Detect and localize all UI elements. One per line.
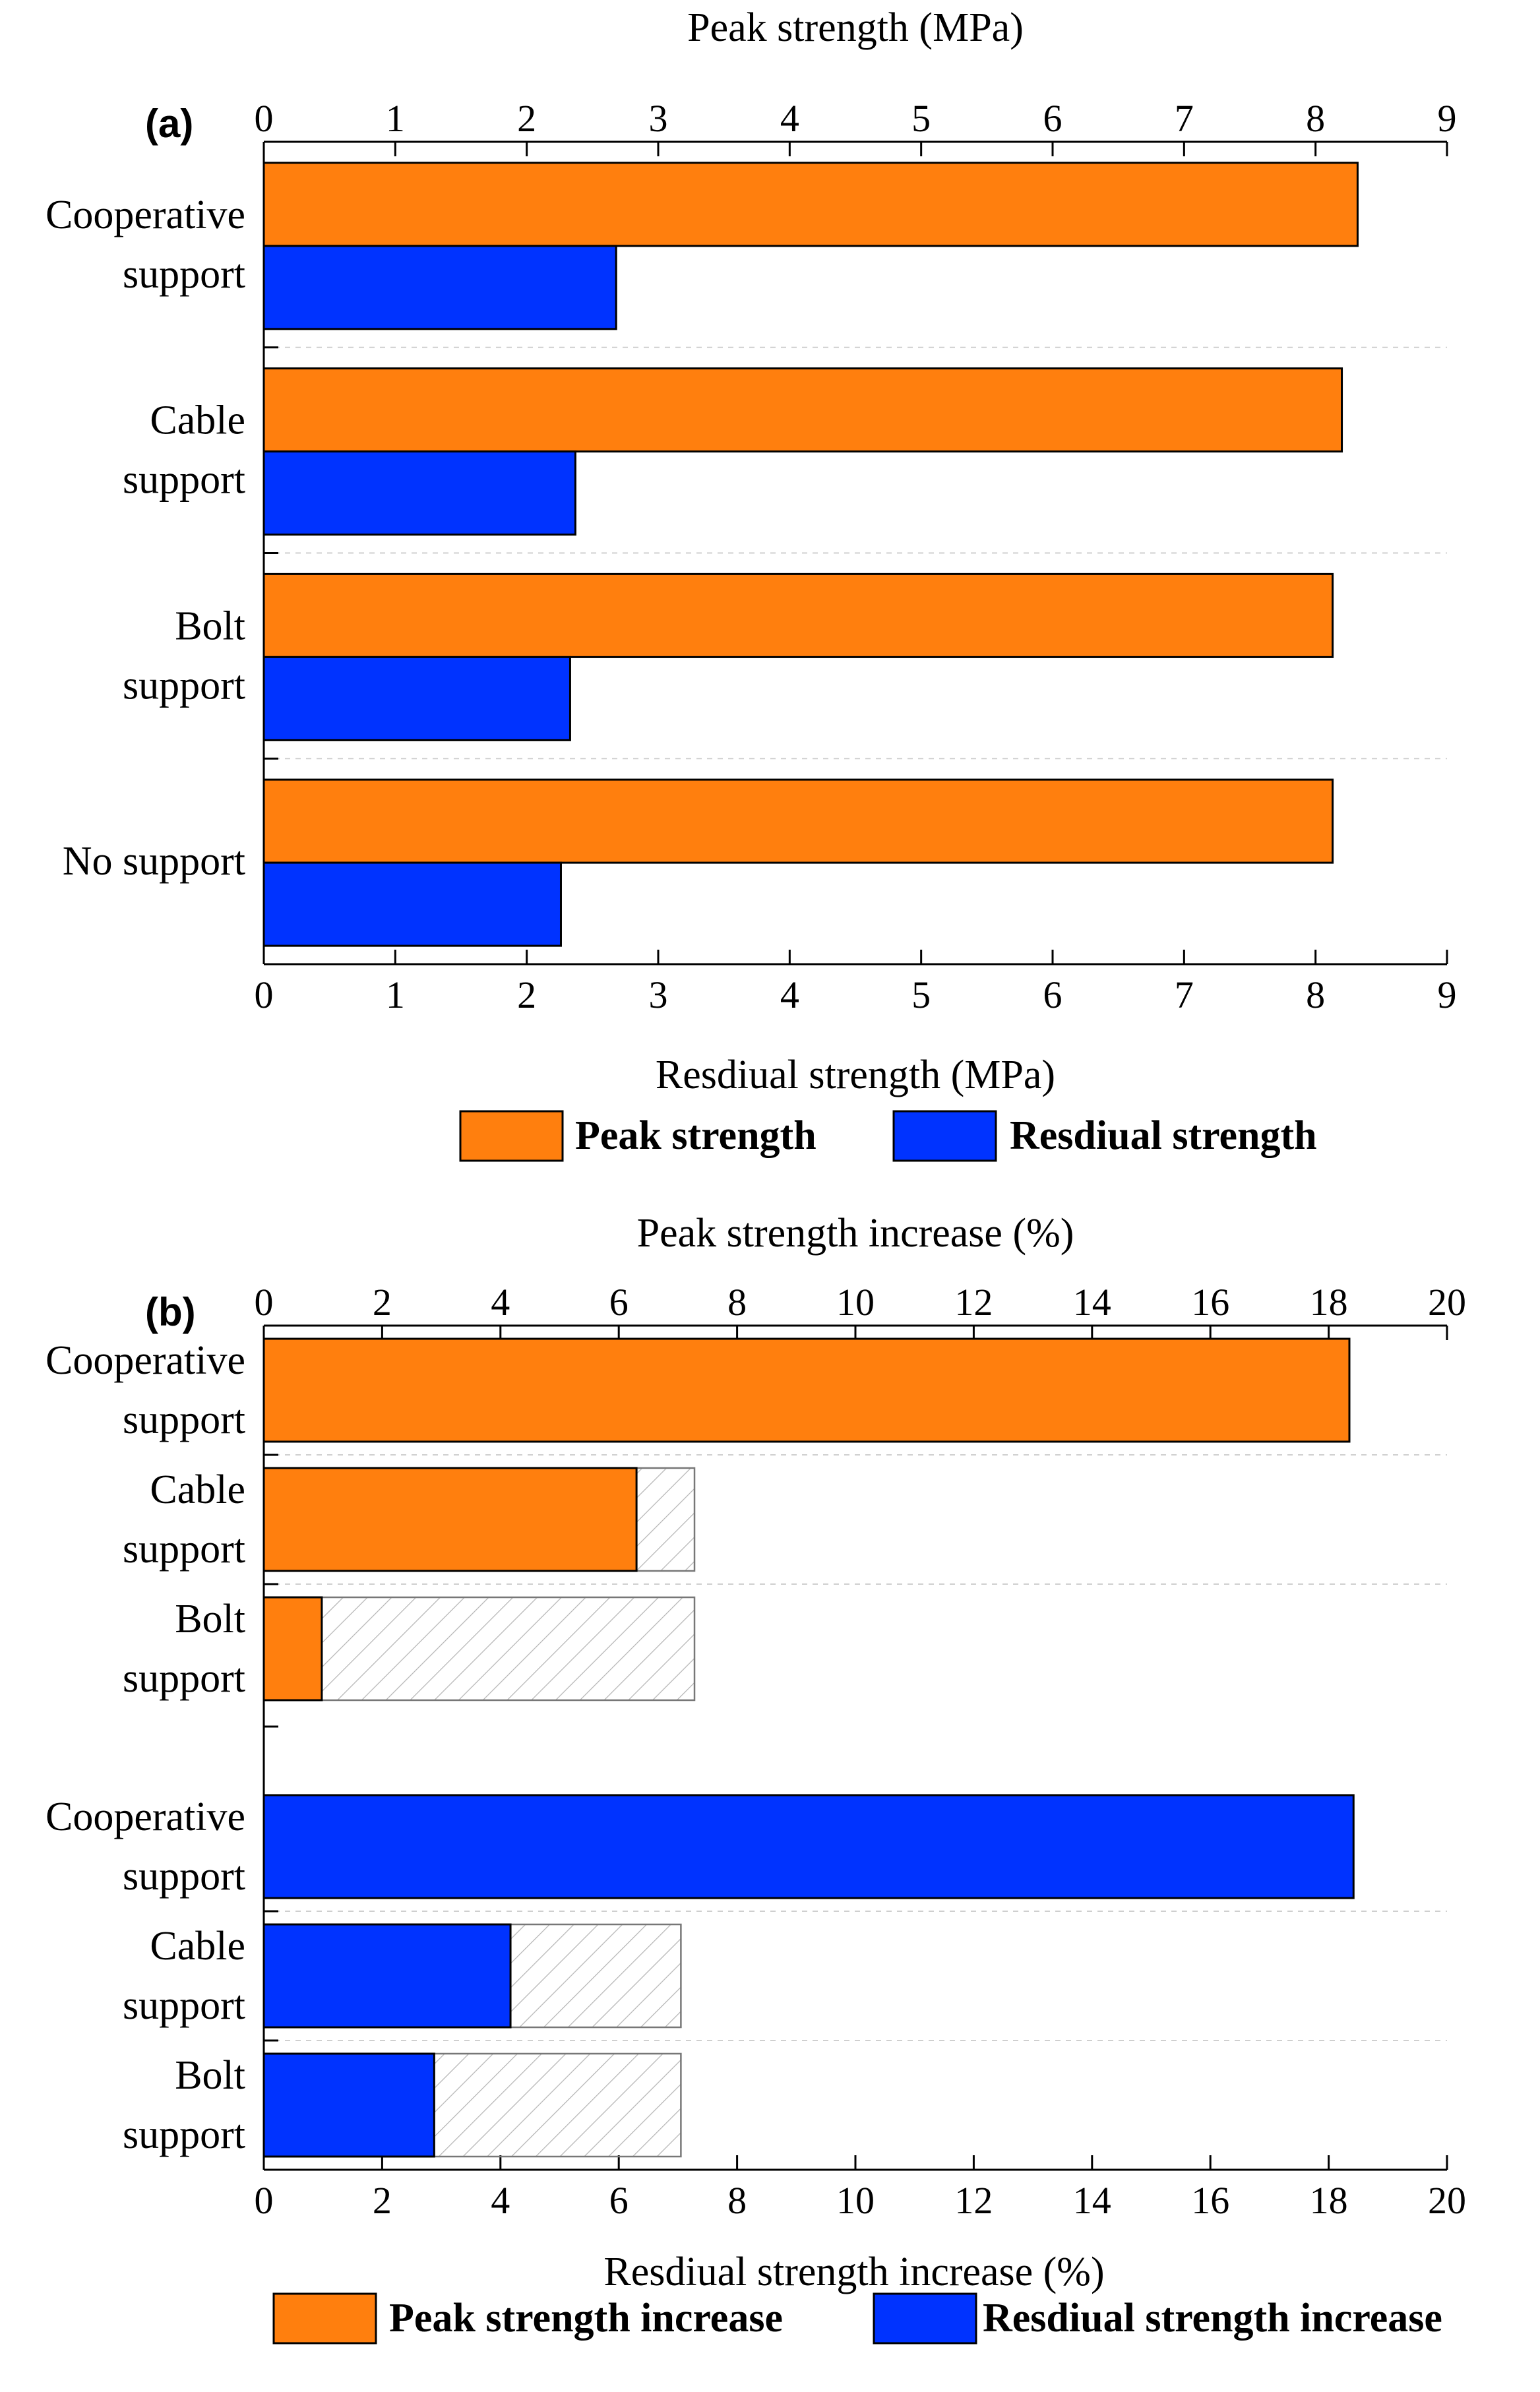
bottom-tick-label: 7 (1175, 973, 1194, 1016)
category-label: Bolt (175, 603, 245, 648)
bottom-tick-label: 12 (954, 2179, 993, 2222)
bar-peak-strength (262, 572, 1334, 658)
category-label: Cable (150, 1467, 245, 1512)
bar-resdiual-strength (262, 450, 576, 536)
panel-b-chart: Peak strength increase (%) Resdiual stren… (46, 1211, 1466, 2345)
top-tick-label: 16 (1191, 1281, 1229, 1324)
bar-resdiual-strength (262, 656, 571, 741)
legend-swatch (459, 1110, 564, 1162)
top-tick-label: 0 (255, 1281, 274, 1324)
top-tick-label: 8 (1306, 97, 1325, 140)
category-label: support (123, 252, 245, 297)
bar-resdiual-strength (262, 245, 617, 330)
top-axis-title: Peak strength increase (%) (637, 1211, 1074, 1256)
bottom-tick-label: 2 (373, 2179, 392, 2222)
panel-label: (b) (145, 1290, 196, 1334)
top-tick-label: 2 (373, 1281, 392, 1324)
category-label: Cable (150, 398, 245, 443)
bar-resdiual-strength-increase (262, 1794, 1355, 1899)
bottom-tick-label: 6 (609, 2179, 629, 2222)
top-tick-label: 6 (609, 1281, 629, 1324)
top-tick-label: 7 (1175, 97, 1194, 140)
category-label: Cooperative (46, 193, 245, 237)
bar-peak-strength-increase (262, 1337, 1351, 1443)
bar-resdiual-strength-increase (262, 2052, 435, 2158)
top-tick-label: 1 (386, 97, 405, 140)
category-label: support (123, 1983, 245, 2028)
legend-label: Resdiual strength increase (983, 2296, 1442, 2341)
bar-resdiual-strength-increase (262, 1923, 512, 2029)
legend-swatch (892, 1110, 997, 1162)
bottom-tick-label: 20 (1428, 2179, 1466, 2222)
top-tick-label: 3 (649, 97, 668, 140)
category-label: support (123, 458, 245, 503)
top-tick-label: 8 (727, 1281, 747, 1324)
bar-peak-strength (262, 162, 1359, 247)
bottom-tick-label: 8 (1306, 973, 1325, 1016)
top-tick-label: 2 (517, 97, 536, 140)
category-label: support (123, 663, 245, 708)
bar-peak-strength (262, 367, 1343, 453)
bottom-tick-label: 4 (780, 973, 799, 1016)
panel-label: (a) (145, 102, 193, 146)
category-label: Cooperative (46, 1338, 245, 1383)
bar-hatched-reference (262, 1596, 696, 1702)
top-tick-label: 5 (911, 97, 931, 140)
category-label: Bolt (175, 1597, 245, 1641)
bottom-tick-label: 5 (911, 973, 931, 1016)
bottom-tick-label: 16 (1191, 2179, 1229, 2222)
legend-label: Peak strength (575, 1113, 816, 1158)
category-label: No support (63, 839, 245, 884)
bottom-tick-label: 8 (727, 2179, 747, 2222)
category-label: Bolt (175, 2053, 245, 2098)
category-label: Cooperative (46, 1794, 245, 1839)
top-tick-label: 10 (836, 1281, 875, 1324)
category-label: support (123, 2112, 245, 2157)
bottom-tick-label: 6 (1043, 973, 1063, 1016)
bottom-tick-label: 10 (836, 2179, 875, 2222)
bottom-tick-label: 0 (255, 2179, 274, 2222)
bottom-tick-label: 18 (1310, 2179, 1348, 2222)
bottom-tick-label: 14 (1073, 2179, 1111, 2222)
top-axis-title: Peak strength (MPa) (687, 5, 1024, 50)
bottom-axis-title: Resdiual strength (MPa) (656, 1053, 1055, 1097)
top-tick-label: 12 (954, 1281, 993, 1324)
bottom-axis-title: Resdiual strength increase (%) (603, 2250, 1104, 2294)
bottom-tick-label: 2 (517, 973, 536, 1016)
bottom-tick-label: 1 (386, 973, 405, 1016)
category-label: support (123, 1527, 245, 1572)
category-label: Cable (150, 1924, 245, 1969)
legend-label: Peak strength increase (389, 2296, 783, 2341)
bar-peak-strength-increase (262, 1596, 323, 1702)
bar-peak-strength (262, 778, 1334, 864)
bar-peak-strength-increase (262, 1467, 638, 1572)
legend-swatch (272, 2292, 377, 2345)
top-tick-label: 20 (1428, 1281, 1466, 1324)
bottom-tick-label: 0 (255, 973, 274, 1016)
legend-label: Resdiual strength (1010, 1113, 1317, 1158)
bar-resdiual-strength (262, 861, 562, 947)
legend-swatch (873, 2292, 977, 2345)
top-tick-label: 4 (491, 1281, 510, 1324)
category-label: support (123, 1397, 245, 1442)
top-tick-label: 6 (1043, 97, 1063, 140)
top-tick-label: 0 (255, 97, 274, 140)
top-tick-label: 9 (1438, 97, 1457, 140)
bottom-tick-label: 4 (491, 2179, 510, 2222)
top-tick-label: 18 (1310, 1281, 1348, 1324)
category-label: support (123, 1854, 245, 1899)
category-label: support (123, 1656, 245, 1701)
top-tick-label: 4 (780, 97, 799, 140)
panel-a-chart: Peak strength (MPa) Resdiual strength (MP… (46, 5, 1457, 1162)
bottom-tick-label: 9 (1438, 973, 1457, 1016)
top-tick-label: 14 (1073, 1281, 1111, 1324)
bottom-tick-label: 3 (649, 973, 668, 1016)
